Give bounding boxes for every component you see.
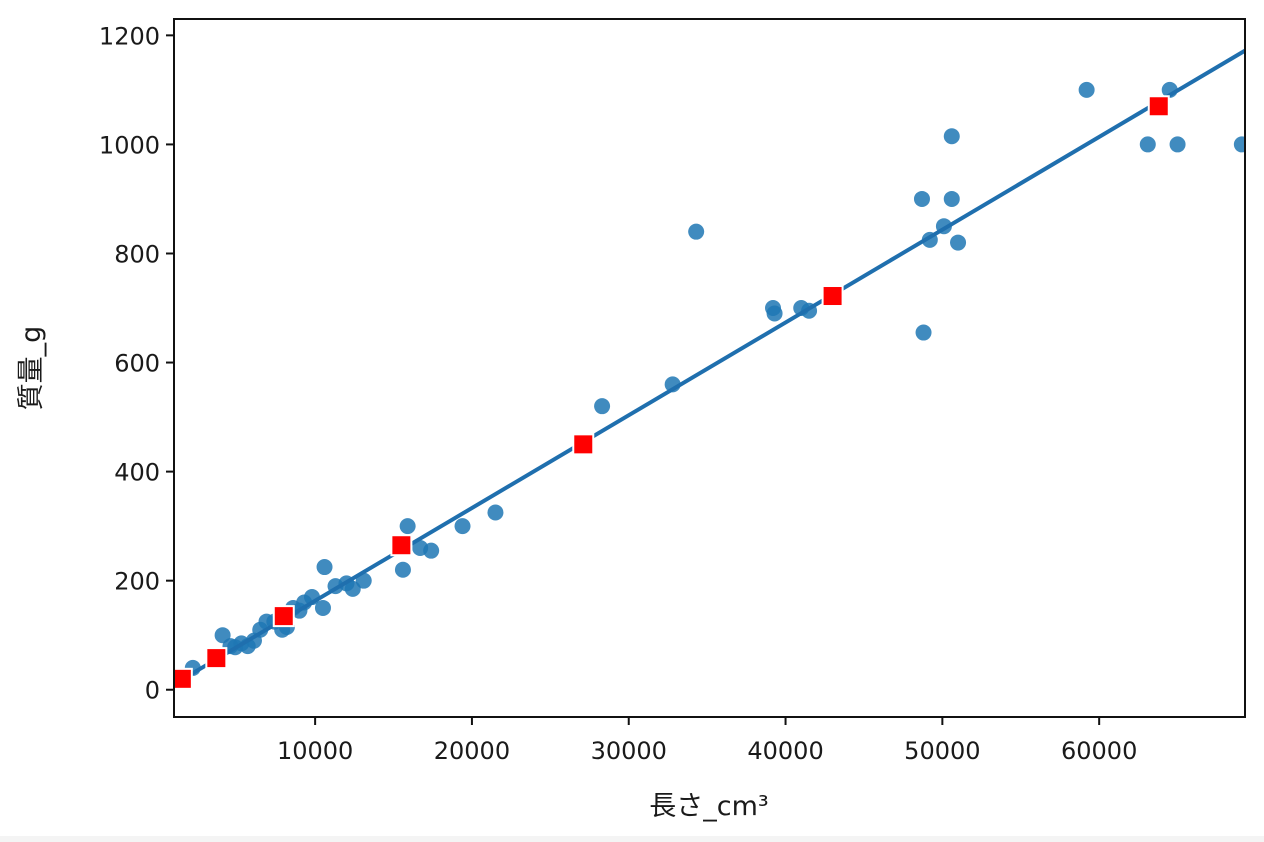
data-point bbox=[399, 518, 416, 535]
predicted-point bbox=[1147, 95, 1170, 118]
predicted-point bbox=[272, 605, 295, 628]
data-point bbox=[915, 324, 932, 341]
data-point bbox=[688, 223, 705, 240]
axis-ticks: 10000 20000 30000 40000 50000 60000 0 200 400 600… bbox=[99, 22, 1137, 765]
predicted-point bbox=[390, 534, 413, 557]
x-tick-label: 60000 bbox=[1061, 737, 1137, 765]
regression-line bbox=[174, 48, 1245, 687]
data-point bbox=[1233, 136, 1245, 153]
y-tick-label: 1000 bbox=[99, 131, 160, 159]
data-point bbox=[943, 128, 960, 145]
bottom-strip bbox=[0, 836, 1264, 842]
data-point bbox=[454, 518, 471, 535]
x-tick-label: 50000 bbox=[904, 737, 980, 765]
plot-marks bbox=[174, 48, 1245, 690]
data-point bbox=[1078, 81, 1095, 98]
data-point bbox=[766, 305, 783, 322]
x-axis-label: 長さ_cm³ bbox=[649, 791, 768, 822]
x-tick-label: 10000 bbox=[277, 737, 353, 765]
data-point bbox=[487, 504, 504, 521]
data-point bbox=[950, 234, 967, 251]
data-point bbox=[394, 561, 411, 578]
plot-frame bbox=[173, 18, 1246, 718]
y-tick-label: 800 bbox=[114, 240, 160, 268]
y-tick-label: 400 bbox=[114, 459, 160, 487]
y-axis-label: 質量_g bbox=[16, 326, 47, 411]
data-point bbox=[913, 190, 930, 207]
data-point bbox=[344, 580, 361, 597]
x-tick-label: 40000 bbox=[747, 737, 823, 765]
x-tick-label: 20000 bbox=[434, 737, 510, 765]
data-point bbox=[943, 190, 960, 207]
predicted-point bbox=[174, 667, 193, 690]
x-tick-label: 30000 bbox=[591, 737, 667, 765]
y-tick-label: 0 bbox=[145, 677, 160, 705]
data-point bbox=[423, 542, 440, 559]
data-point bbox=[314, 599, 331, 616]
data-point bbox=[316, 559, 333, 576]
data-point bbox=[1169, 136, 1186, 153]
data-point bbox=[594, 398, 611, 415]
y-tick-label: 600 bbox=[114, 350, 160, 378]
y-tick-label: 200 bbox=[114, 568, 160, 596]
data-point bbox=[1139, 136, 1156, 153]
predicted-point bbox=[821, 285, 844, 308]
predicted-point bbox=[205, 647, 228, 670]
plot-area bbox=[174, 48, 1245, 690]
predicted-point bbox=[572, 433, 595, 456]
y-tick-label: 1200 bbox=[99, 22, 160, 50]
